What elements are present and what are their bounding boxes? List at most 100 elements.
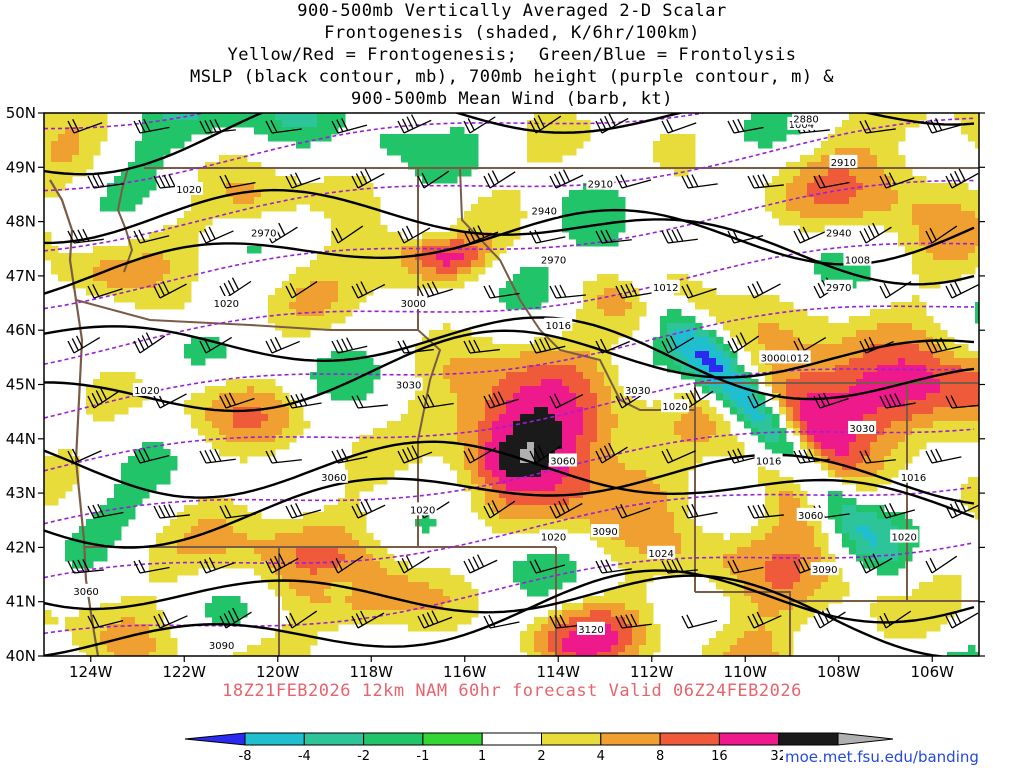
shade-cell xyxy=(436,582,444,590)
shade-cell xyxy=(51,477,59,485)
shade-cell xyxy=(891,330,899,338)
shade-cell xyxy=(695,442,703,450)
shade-cell xyxy=(317,316,325,324)
shade-cell xyxy=(702,421,710,429)
shade-cell xyxy=(653,512,661,520)
shade-cell xyxy=(450,400,458,408)
shade-cell xyxy=(954,113,962,121)
shade-cell xyxy=(240,505,248,513)
shade-cell xyxy=(548,155,556,163)
shade-cell xyxy=(849,197,857,205)
shade-cell xyxy=(289,183,297,191)
shade-cell xyxy=(464,582,472,590)
shade-cell xyxy=(877,372,885,380)
shade-cell xyxy=(198,519,206,527)
shade-cell xyxy=(268,183,276,191)
shade-cell xyxy=(219,498,227,506)
shade-cell xyxy=(219,414,227,422)
shade-cell xyxy=(296,575,304,583)
shade-cell xyxy=(632,512,640,520)
shade-cell xyxy=(338,113,346,121)
shade-cell xyxy=(506,386,514,394)
shade-cell xyxy=(877,428,885,436)
shade-cell xyxy=(534,400,542,408)
shade-cell xyxy=(233,428,241,436)
shade-cell xyxy=(884,526,892,534)
shade-cell xyxy=(870,141,878,149)
shade-cell xyxy=(814,533,822,541)
shade-cell xyxy=(828,190,836,198)
shade-cell xyxy=(569,127,577,135)
shade-cell xyxy=(849,498,857,506)
shade-cell xyxy=(261,407,269,415)
shade-cell xyxy=(93,148,101,156)
shade-cell xyxy=(324,540,332,548)
shade-cell xyxy=(156,456,164,464)
shade-cell xyxy=(723,435,731,443)
shade-cell xyxy=(156,162,164,170)
shade-cell xyxy=(786,575,794,583)
shade-cell xyxy=(779,505,787,513)
shade-cell xyxy=(849,456,857,464)
shade-cell xyxy=(261,183,269,191)
shade-cell xyxy=(443,568,451,576)
shade-cell xyxy=(576,519,584,527)
shade-cell xyxy=(177,260,185,268)
shade-cell xyxy=(142,267,150,275)
shade-cell xyxy=(324,120,332,128)
shade-cell xyxy=(562,575,570,583)
shade-cell xyxy=(821,323,829,331)
shade-cell xyxy=(261,169,269,177)
shade-cell xyxy=(933,414,941,422)
shade-cell xyxy=(905,428,913,436)
shade-cell xyxy=(828,372,836,380)
shade-cell xyxy=(814,442,822,450)
shade-cell xyxy=(44,183,52,191)
shade-cell xyxy=(275,309,283,317)
shade-cell xyxy=(450,127,458,135)
shade-cell xyxy=(149,141,157,149)
shade-cell xyxy=(940,435,948,443)
shade-cell xyxy=(191,400,199,408)
shade-cell xyxy=(492,526,500,534)
shade-cell xyxy=(954,253,962,261)
shade-cell xyxy=(331,281,339,289)
shade-cell xyxy=(856,372,864,380)
shade-cell xyxy=(912,435,920,443)
shade-cell xyxy=(877,414,885,422)
shade-cell xyxy=(303,582,311,590)
shade-cell xyxy=(667,561,675,569)
shade-cell xyxy=(604,470,612,478)
shade-cell xyxy=(79,540,87,548)
shade-cell xyxy=(254,204,262,212)
shade-cell xyxy=(219,176,227,184)
shade-cell xyxy=(198,127,206,135)
shade-cell xyxy=(898,372,906,380)
shade-cell xyxy=(947,435,955,443)
shade-cell xyxy=(681,561,689,569)
shade-cell xyxy=(450,407,458,415)
shade-cell xyxy=(786,169,794,177)
shade-cell xyxy=(814,365,822,373)
shade-cell xyxy=(135,281,143,289)
shade-cell xyxy=(268,169,276,177)
shade-cell xyxy=(72,169,80,177)
shade-cell xyxy=(646,526,654,534)
shade-cell xyxy=(744,575,752,583)
shade-cell xyxy=(499,512,507,520)
shade-cell xyxy=(240,386,248,394)
shade-cell xyxy=(226,120,234,128)
shade-cell xyxy=(121,393,129,401)
shade-cell xyxy=(128,295,136,303)
shade-cell xyxy=(366,449,374,457)
shade-cell xyxy=(646,414,654,422)
shade-cell xyxy=(226,113,234,121)
shade-cell xyxy=(968,351,976,359)
shade-cell xyxy=(835,218,843,226)
shade-cell xyxy=(702,351,710,359)
shade-cell xyxy=(520,414,528,422)
shade-cell xyxy=(688,540,696,548)
shade-cell xyxy=(219,533,227,541)
shade-cell xyxy=(863,533,871,541)
shade-cell xyxy=(856,330,864,338)
